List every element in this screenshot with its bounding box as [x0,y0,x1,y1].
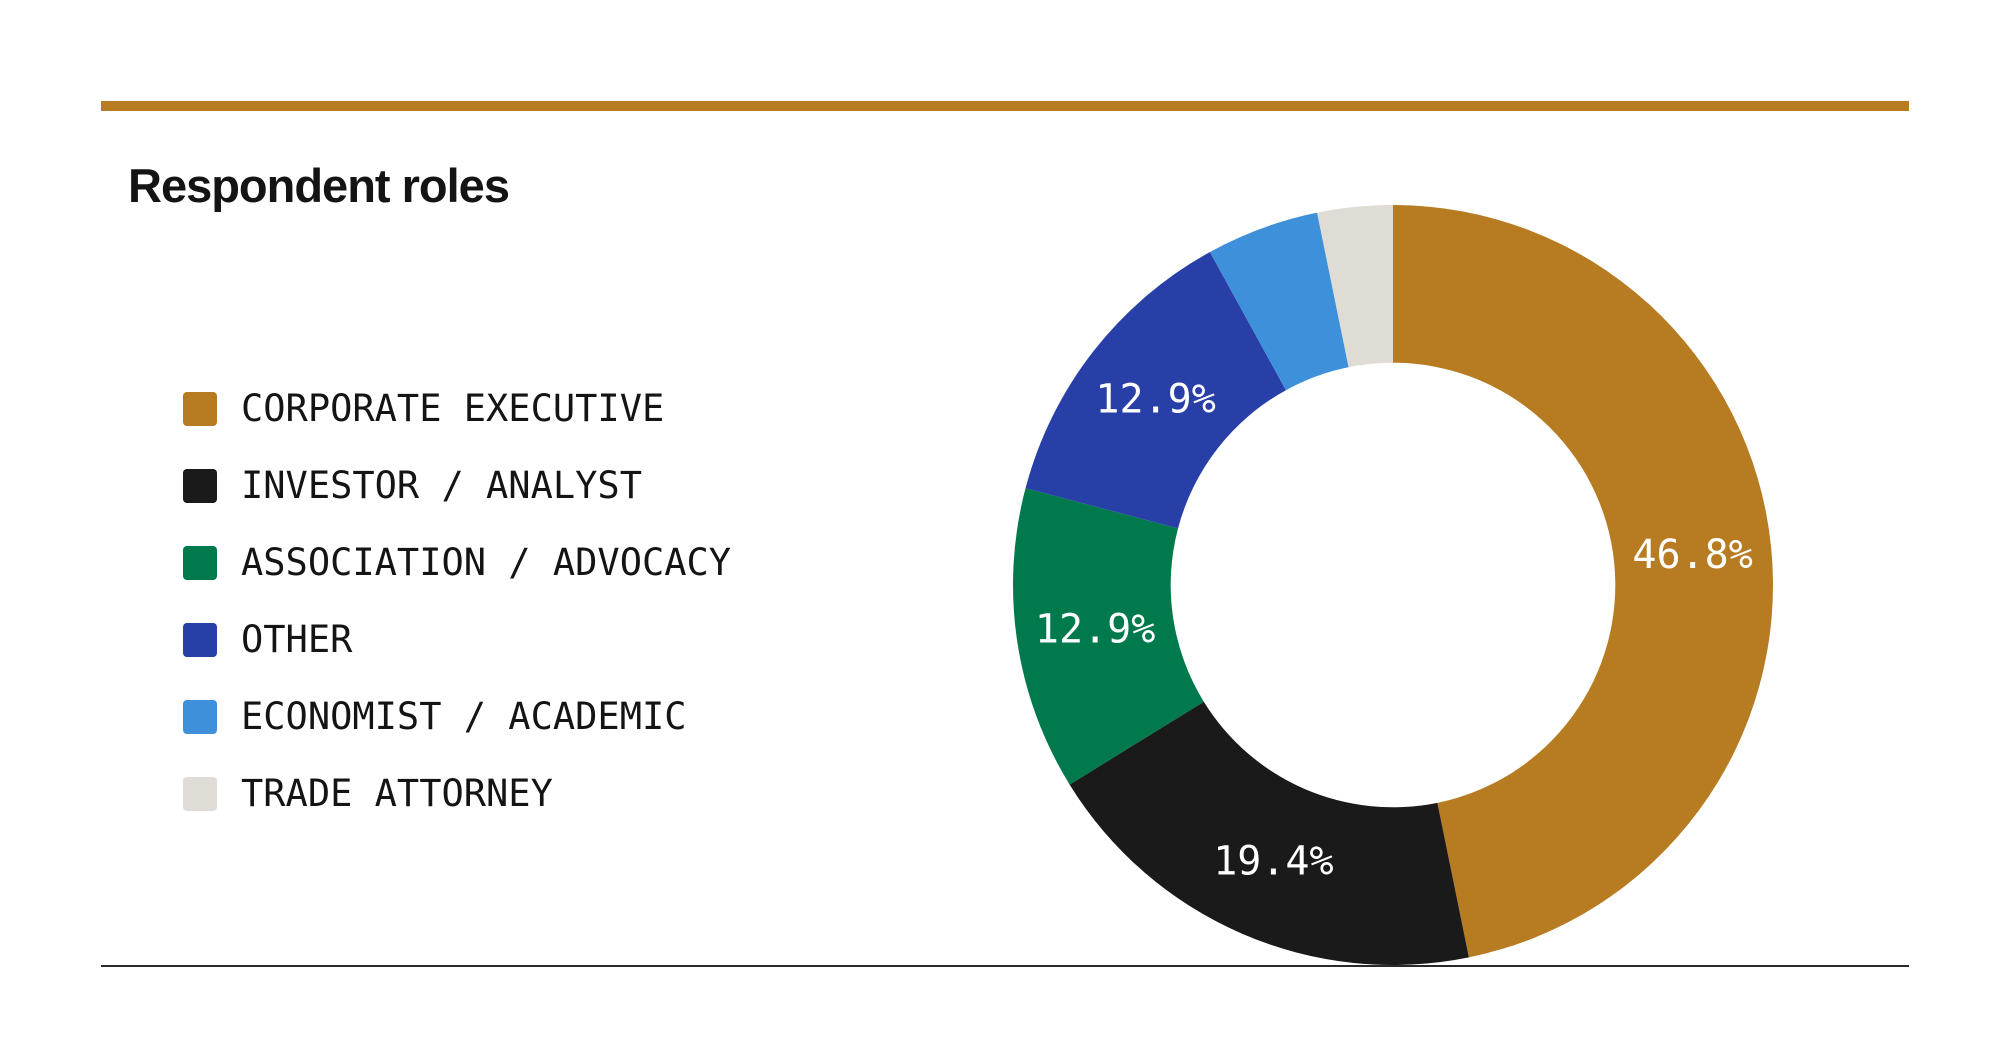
legend-label: ECONOMIST / ACADEMIC [241,695,687,738]
donut-value-label: 12.9% [1035,606,1155,652]
legend-swatch [183,699,217,734]
legend: CORPORATE EXECUTIVE INVESTOR / ANALYST A… [183,370,731,832]
donut-value-label: 19.4% [1213,838,1333,884]
chart-title: Respondent roles [128,159,510,212]
legend-item: CORPORATE EXECUTIVE [183,370,731,447]
donut-slice-association-advocacy [1013,488,1204,785]
donut-slice-other [1025,252,1286,529]
legend-item: ECONOMIST / ACADEMIC [183,678,731,755]
top-accent-rule [101,101,1909,111]
legend-swatch [183,622,217,657]
bottom-rule [101,965,1909,967]
legend-item: TRADE ATTORNEY [183,755,731,832]
donut-value-label: 46.8% [1632,532,1752,578]
legend-label: INVESTOR / ANALYST [241,464,642,507]
donut-slice-economist-academic [1209,212,1349,391]
legend-swatch [183,391,217,426]
donut-slice-trade-attorney [1317,205,1393,368]
donut-value-label: 12.9% [1095,377,1215,423]
legend-label: ASSOCIATION / ADVOCACY [241,541,732,584]
legend-label: TRADE ATTORNEY [241,772,553,815]
legend-item: INVESTOR / ANALYST [183,447,731,524]
legend-item: ASSOCIATION / ADVOCACY [183,524,731,601]
legend-swatch [183,545,217,580]
donut-slice-investor-analyst [1069,701,1469,965]
legend-label: CORPORATE EXECUTIVE [241,387,665,430]
legend-swatch [183,776,217,811]
legend-item: OTHER [183,601,731,678]
legend-swatch [183,468,217,503]
legend-label: OTHER [241,618,353,661]
donut-slice-corporate-executive [1393,205,1773,958]
